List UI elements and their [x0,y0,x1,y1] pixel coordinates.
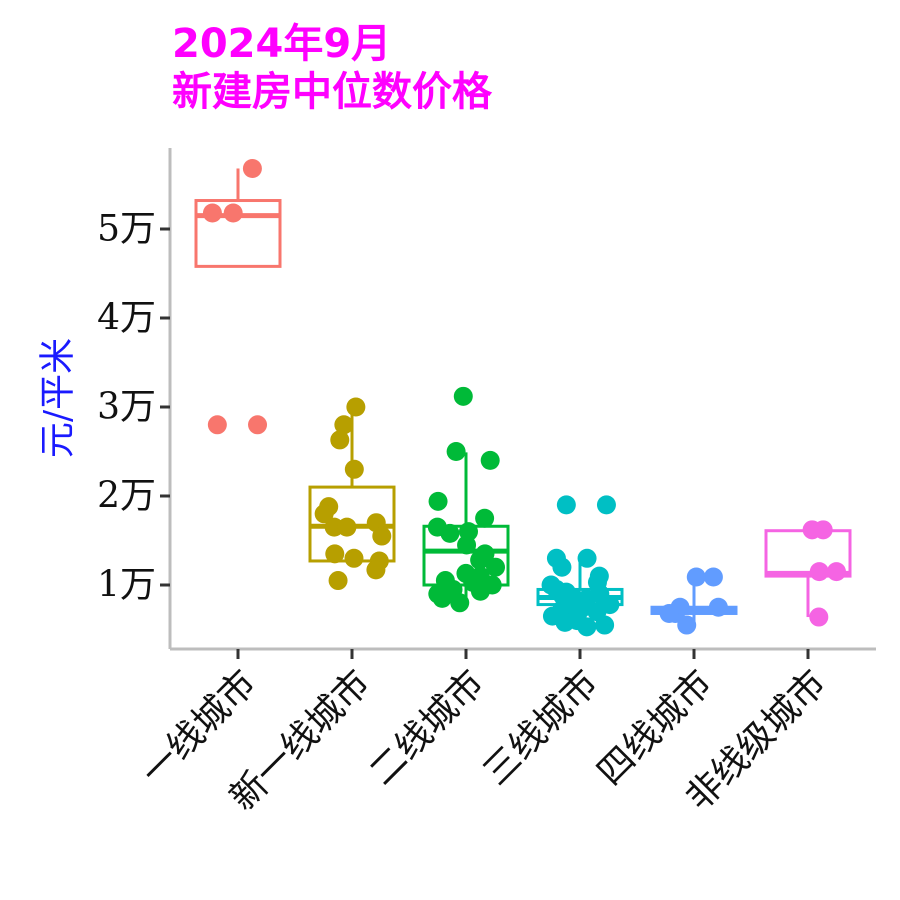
data-point [577,617,597,637]
data-point [366,560,386,580]
box-group [536,495,624,637]
data-point [337,517,357,537]
data-point [428,491,448,511]
data-point [344,459,364,479]
box-group [764,520,852,627]
data-point [595,615,615,635]
data-point [826,562,846,582]
data-point [207,415,227,435]
data-point [677,615,697,635]
box-group [194,158,282,435]
data-point [446,442,466,461]
data-point [480,450,500,470]
data-point [470,550,490,570]
data-point [659,603,679,623]
data-point [453,386,473,406]
x-tick-label: 二线城市 [362,663,493,794]
box-group [650,567,738,635]
data-point [450,593,470,613]
data-point [556,495,576,515]
data-point [432,588,452,608]
y-tick-label: 1万 [97,565,156,606]
chart-title-line2: 新建房中位数价格 [172,69,492,115]
data-point [314,504,334,524]
data-point [330,430,350,450]
y-tick-label: 4万 [97,298,156,339]
data-point [470,581,490,601]
data-point [248,415,268,435]
data-point [577,548,597,568]
data-point [346,397,366,417]
data-point [325,544,345,564]
data-point [809,607,829,627]
data-point [596,495,616,515]
data-point [703,567,723,587]
data-point [555,612,575,632]
data-point [809,562,829,582]
data-point [686,567,706,587]
data-point [802,520,822,540]
x-tick-label: 三线城市 [476,663,607,794]
data-point [457,535,477,555]
data-point [334,415,354,435]
data-point [552,557,572,577]
data-point [242,158,262,178]
chart-title: 2024年9月 新建房中位数价格 [172,20,492,116]
data-point [372,526,392,546]
data-point [440,523,460,543]
data-point [708,597,728,617]
data-point [202,203,222,223]
y-axis-label: 元/平米 [38,338,79,458]
box-group [308,397,396,591]
box [194,199,282,268]
data-point [328,571,348,591]
data-point [486,557,506,577]
chart-title-line1: 2024年9月 [172,21,392,67]
y-tick-label: 3万 [97,387,156,428]
box-group [422,386,510,613]
y-tick-label: 5万 [97,209,156,250]
data-point [223,203,243,223]
data-point [344,548,364,568]
y-tick-label: 2万 [97,476,156,517]
data-point [475,508,495,528]
